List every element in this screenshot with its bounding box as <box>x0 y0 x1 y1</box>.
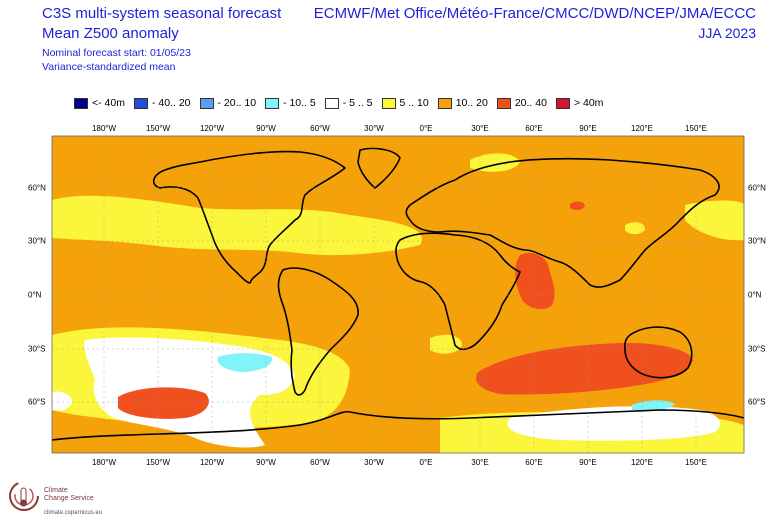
lon-label-top: 150°E <box>685 124 707 133</box>
lat-label-left: 0°N <box>28 290 42 300</box>
lon-label-top: 30°E <box>471 124 489 133</box>
lat-label-right: 30°S <box>748 344 766 354</box>
legend-label: - 5 .. 5 <box>342 97 373 109</box>
lon-label-top: 0°E <box>419 124 433 133</box>
lon-label-bottom: 180°W <box>91 458 117 467</box>
legend-item: > 40m <box>555 97 604 109</box>
lat-label-right: 60°S <box>748 397 766 407</box>
legend-label: 20.. 40 <box>514 97 547 109</box>
lat-label-left: 30°N <box>28 236 46 246</box>
variable-title: Mean Z500 anomaly <box>42 25 179 42</box>
legend-swatch <box>265 97 280 109</box>
antarctica-outline <box>52 409 744 441</box>
legend-item: <- 40m <box>74 97 125 109</box>
title: C3S multi-system seasonal forecast <box>42 5 282 22</box>
lon-label-bottom: 120°W <box>199 458 225 467</box>
legend-swatch <box>199 97 214 109</box>
lat-label-left: 60°S <box>28 397 46 407</box>
legend-swatch <box>74 97 88 109</box>
map-graticule <box>52 136 744 453</box>
color-legend: <- 40m - 40.. 20 - 20.. 10 - 10.. 5 - 5 … <box>74 96 612 110</box>
legend-item: 5 .. 10 <box>381 97 429 109</box>
lon-label-top: 120°E <box>631 124 653 133</box>
legend-label: > 40m <box>573 97 604 109</box>
lon-label-bottom: 90°W <box>256 458 276 467</box>
legend-label: <- 40m <box>92 97 125 109</box>
legend-item: - 40.. 20 <box>133 97 191 109</box>
logo-url: climate.copernicus.eu <box>44 510 103 516</box>
lon-label-bottom: 60°W <box>310 458 330 467</box>
forecast-start-text: Nominal forecast start: 01/05/23 <box>42 47 191 59</box>
copernicus-logo-icon <box>9 481 39 511</box>
lon-label-top: 60°W <box>310 124 330 133</box>
season-label: JJA 2023 <box>698 25 756 41</box>
lat-label-right: 0°N <box>748 290 762 300</box>
lat-label-left: 30°S <box>28 344 46 354</box>
lon-label-top: 150°W <box>145 124 171 133</box>
greenland-outline <box>357 147 401 189</box>
lon-label-top: 90°W <box>256 124 276 133</box>
legend-item: - 10.. 5 <box>265 97 316 109</box>
map-frame <box>51 135 745 454</box>
legend-swatch <box>381 97 396 109</box>
legend-label: - 10.. 5 <box>283 97 316 109</box>
logo-text: Climate Change Service <box>44 487 94 503</box>
legend-swatch <box>496 97 511 109</box>
lon-label-top: 30°W <box>364 124 384 133</box>
legend-label: 5 .. 10 <box>399 97 429 109</box>
north-america-outline <box>152 150 346 284</box>
legend-item: - 5 .. 5 <box>324 97 373 109</box>
lat-label-left: 60°N <box>28 183 46 193</box>
legend-label: - 40.. 20 <box>151 97 191 109</box>
centres-list: ECMWF/Met Office/Météo-France/CMCC/DWD/N… <box>313 5 756 22</box>
lon-label-bottom: 120°E <box>631 458 653 467</box>
lon-label-bottom: 0°E <box>419 458 433 467</box>
coastlines <box>52 147 744 441</box>
lon-label-bottom: 60°E <box>525 458 543 467</box>
legend-item: 10.. 20 <box>437 97 488 109</box>
lon-label-bottom: 30°E <box>471 458 489 467</box>
lat-label-right: 30°N <box>748 236 766 246</box>
lon-label-top: 90°E <box>579 124 597 133</box>
legend-item: - 20.. 10 <box>199 97 257 109</box>
lon-label-bottom: 90°E <box>579 458 597 467</box>
legend-swatch <box>324 97 339 109</box>
lon-label-bottom: 30°W <box>364 458 384 467</box>
legend-swatch <box>133 97 148 109</box>
lon-label-bottom: 150°W <box>145 458 171 467</box>
australia-outline <box>623 326 693 379</box>
anomaly-20-40-regions <box>118 201 693 419</box>
method-text: Variance-standardized mean <box>42 61 176 73</box>
legend-label: 10.. 20 <box>455 97 488 109</box>
lon-label-top: 120°W <box>199 124 225 133</box>
anomaly-minus10-minus5-regions <box>217 353 675 411</box>
legend-label: - 20.. 10 <box>217 97 257 109</box>
legend-swatch <box>437 97 452 109</box>
logo-line-1: Climate <box>44 487 68 494</box>
eurasia-outline <box>405 157 720 288</box>
logo-line-2: Change Service <box>44 495 94 502</box>
lon-label-top: 180°W <box>91 124 117 133</box>
africa-outline <box>395 232 521 351</box>
legend-swatch <box>555 97 570 109</box>
lat-label-right: 60°N <box>748 183 766 193</box>
lon-label-bottom: 150°E <box>685 458 707 467</box>
lon-label-top: 60°E <box>525 124 543 133</box>
legend-item: 20.. 40 <box>496 97 547 109</box>
south-america-outline <box>277 267 359 396</box>
